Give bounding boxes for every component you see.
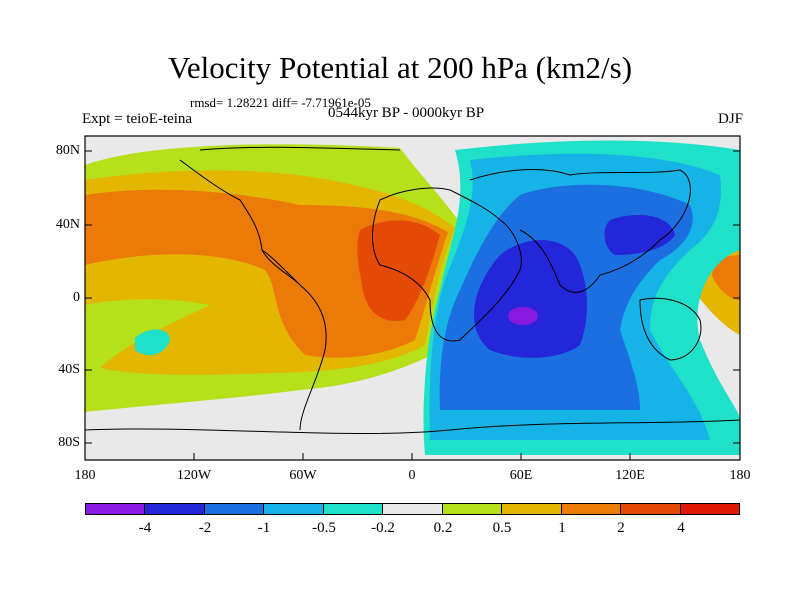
colorbar-swatch — [502, 504, 562, 514]
contour-fill-positive-south-pacific — [135, 329, 170, 356]
lat-label-40s: 40S — [58, 362, 80, 377]
contour-fill-positive-1 — [85, 189, 448, 358]
colorbar-swatch — [86, 504, 146, 514]
lat-label-40n: 40N — [55, 217, 80, 232]
lon-label-120e: 120E — [615, 468, 645, 483]
colorbar-label: -4 — [138, 520, 152, 536]
colorbar-label: -0.5 — [312, 520, 336, 536]
lon-label-120w: 120W — [176, 468, 212, 483]
stats-label: rmsd= 1.28221 diff= -7.71961e-05 — [190, 95, 371, 110]
colorbar-swatch — [264, 504, 324, 514]
colorbar-swatch — [204, 504, 265, 514]
colorbar-swatch — [145, 504, 205, 514]
coastlines — [85, 146, 740, 435]
colorbar-label: 2 — [617, 520, 625, 536]
contour-fill-negative-4 — [508, 307, 538, 325]
lat-label-80n: 80N — [55, 143, 80, 158]
colorbar-label: 1 — [558, 520, 566, 536]
colorbar-swatch — [561, 504, 622, 514]
lon-label-60w: 60W — [289, 468, 317, 483]
colorbar-swatch — [323, 504, 384, 514]
colorbar-swatch — [680, 504, 739, 514]
experiment-label: Expt = teioE-teina — [82, 111, 193, 127]
colorbar-label: -2 — [198, 520, 212, 536]
colorbar-label: -1 — [257, 520, 271, 536]
colorbar-label: -0.2 — [371, 520, 395, 536]
map-title: Velocity Potential at 200 hPa (km2/s) — [167, 50, 633, 85]
colorbar-swatch — [442, 504, 503, 514]
lat-label-80s: 80S — [58, 435, 80, 450]
colorbar — [85, 503, 740, 515]
lon-label-180w: 180 — [74, 468, 96, 483]
contour-fill-positive-2 — [357, 220, 440, 321]
axis-ticks — [84, 150, 741, 460]
lon-label-180e: 180 — [729, 468, 751, 483]
lon-label-0: 0 — [408, 468, 416, 483]
colorbar-label: 4 — [677, 520, 685, 536]
colorbar-label: 0.2 — [433, 520, 453, 536]
season-label: DJF — [717, 111, 743, 127]
colorbar-swatch — [621, 504, 681, 514]
colorbar-label: 0.5 — [492, 520, 512, 536]
lat-label-0: 0 — [73, 290, 80, 305]
period-label: 0544kyr BP - 0000kyr BP — [327, 105, 485, 121]
colorbar-swatch — [383, 504, 443, 514]
lon-label-60e: 60E — [509, 468, 533, 483]
contour-fill-positive-west-pacific-inner — [712, 255, 740, 300]
